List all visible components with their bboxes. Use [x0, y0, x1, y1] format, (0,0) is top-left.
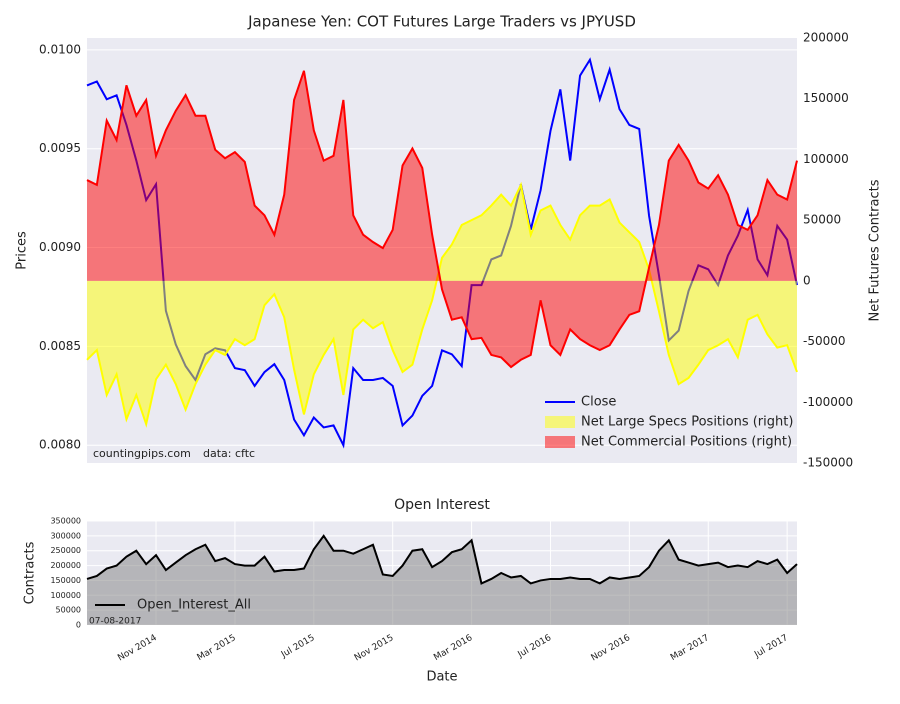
- area-fill: [87, 70, 797, 368]
- y2-tick-label: 50000: [803, 213, 841, 227]
- x-tick-label: Jul 2016: [516, 633, 554, 661]
- y-tick-label: 200000: [50, 561, 81, 570]
- annotation: 07-08-2017: [89, 617, 141, 627]
- y-tick-label: 0: [76, 621, 81, 630]
- y2-tick-label: 150000: [803, 91, 849, 105]
- y-axis-label: Prices: [15, 231, 30, 270]
- x-tick-label: Mar 2015: [196, 633, 238, 663]
- chart-title: Japanese Yen: COT Futures Large Traders …: [247, 13, 636, 31]
- y2-tick-label: -100000: [803, 395, 853, 409]
- y-tick-label: 0.0090: [39, 240, 81, 254]
- y-tick-label: 250000: [50, 546, 81, 555]
- y2-tick-label: -150000: [803, 456, 853, 470]
- y-axis-label: Contracts: [23, 541, 38, 604]
- y2-tick-label: 100000: [803, 152, 849, 166]
- legend-label: Open_Interest_All: [137, 598, 251, 613]
- series-line: [86, 534, 798, 585]
- y-tick-label: 50000: [56, 606, 81, 615]
- y-tick-label: 0.0095: [39, 141, 81, 155]
- chart-title: Open Interest: [394, 497, 490, 513]
- x-tick-label: Nov 2016: [590, 633, 633, 663]
- y2-tick-label: 200000: [803, 31, 849, 45]
- x-tick-label: Jul 2015: [279, 633, 317, 660]
- y-tick-label: 150000: [50, 576, 81, 585]
- y-tick-label: 0.0085: [39, 339, 81, 353]
- y-tick-label: 300000: [50, 531, 81, 540]
- x-tick-label: Nov 2015: [353, 633, 396, 663]
- series-line: [86, 70, 798, 369]
- y-tick-label: 0.0100: [39, 42, 81, 56]
- annotation: data: cftc: [203, 447, 255, 460]
- y2-axis-label: Net Futures Contracts: [868, 179, 883, 321]
- legend-label: Close: [581, 395, 616, 410]
- y-tick-label: 350000: [50, 517, 81, 526]
- x-tick-label: Mar 2017: [669, 633, 711, 663]
- area-fill: [87, 184, 797, 425]
- annotation: countingpips.com: [93, 447, 191, 460]
- x-tick-label: Nov 2014: [116, 633, 159, 663]
- x-tick-label: Jul 2017: [752, 633, 790, 660]
- y-tick-label: 100000: [50, 591, 81, 600]
- x-axis-label: Date: [426, 670, 457, 685]
- series-line: [86, 181, 798, 428]
- y2-tick-label: 0: [803, 273, 811, 287]
- legend-swatch: [545, 436, 575, 448]
- y2-tick-label: -50000: [803, 334, 846, 348]
- x-tick-label: Mar 2016: [432, 633, 474, 663]
- y-tick-label: 0.0080: [39, 438, 81, 452]
- legend-label: Net Commercial Positions (right): [581, 435, 792, 450]
- legend-label: Net Large Specs Positions (right): [581, 415, 793, 430]
- legend-swatch: [545, 416, 575, 428]
